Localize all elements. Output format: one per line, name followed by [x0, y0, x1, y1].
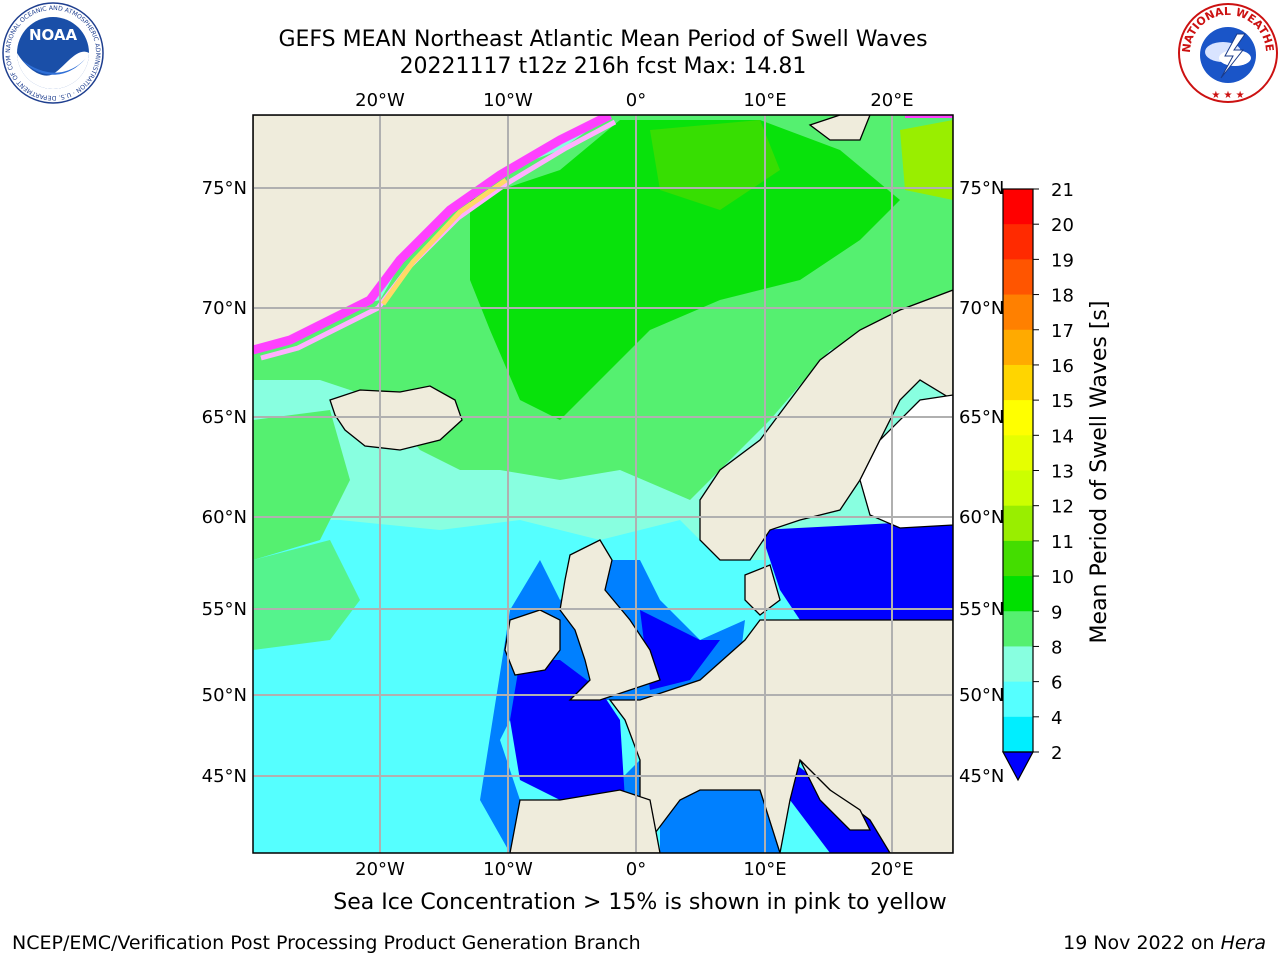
lat-label-left: 65°N: [202, 407, 247, 428]
lat-label-left: 70°N: [202, 298, 247, 319]
colorbar-segment: [1003, 716, 1033, 753]
lon-label-top: 0°: [626, 90, 646, 111]
lat-label-right: 60°N: [959, 507, 1004, 528]
lat-label-right: 55°N: [959, 599, 1004, 620]
colorbar-tick-label: 15: [1051, 391, 1074, 412]
colorbar-tick-label: 21: [1051, 180, 1074, 201]
colorbar-tick-label: 12: [1051, 497, 1074, 518]
lat-label-right: 75°N: [959, 178, 1004, 199]
colorbar-tick-label: 13: [1051, 462, 1074, 483]
colorbar-segment: [1003, 259, 1033, 296]
colorbar-tick-label: 18: [1051, 286, 1074, 307]
lat-label-left: 45°N: [202, 766, 247, 787]
colorbar-tick-label: 2: [1051, 743, 1062, 764]
colorbar-segment: [1003, 681, 1033, 718]
chart-subtitle: 20221117 t12z 216h fcst Max: 14.81: [399, 54, 807, 79]
colorbar-tick-label: 8: [1051, 637, 1062, 658]
colorbar-tick-label: 9: [1051, 602, 1062, 623]
colorbar-tick-label: 14: [1051, 426, 1074, 447]
sea-ice-note: Sea Ice Concentration > 15% is shown in …: [333, 890, 947, 915]
colorbar-segment: [1003, 576, 1033, 612]
lat-label-right: 50°N: [959, 685, 1004, 706]
branch-credit: NCEP/EMC/Verification Post Processing Pr…: [12, 932, 641, 954]
colorbar-tick-label: 10: [1051, 567, 1074, 588]
svg-text:NOAA: NOAA: [29, 26, 78, 44]
colorbar-tick-label: 20: [1051, 215, 1074, 236]
colorbar-tick-label: 17: [1051, 321, 1074, 342]
noaa-logo: NATIONAL OCEANIC AND ATMOSPHERIC ADMINIS…: [2, 2, 104, 104]
colorbar-label: Mean Period of Swell Waves [s]: [1087, 301, 1112, 644]
colorbar-segment: [1003, 646, 1033, 683]
chart-title: GEFS MEAN Northeast Atlantic Mean Period…: [278, 27, 928, 52]
lat-label-left: 60°N: [202, 507, 247, 528]
colorbar-tick-label: 4: [1051, 708, 1062, 729]
lon-label-bottom: 10°W: [483, 859, 533, 880]
colorbar-segment: [1003, 435, 1033, 471]
lon-label-bottom: 20°W: [355, 859, 405, 880]
lon-label-top: 20°W: [355, 90, 405, 111]
colorbar-segment: [1003, 540, 1033, 577]
svg-text:★ ★ ★: ★ ★ ★: [1211, 90, 1244, 101]
colorbar-segment: [1003, 400, 1033, 436]
colorbar-tick-label: 19: [1051, 250, 1074, 271]
colorbar-segment: [1003, 470, 1033, 507]
lat-label-left: 55°N: [202, 599, 247, 620]
colorbar-segment: [1003, 224, 1033, 260]
colorbar: 21 20 19 18 17 16 15 14 13 12 11 10 9 8 6 4 2: [1001, 180, 1074, 782]
run-date-text: 19 Nov 2022 on: [1063, 932, 1215, 954]
lon-label-top: 20°E: [870, 90, 913, 111]
colorbar-extension: [1001, 751, 1035, 782]
lon-label-top: 10°W: [483, 90, 533, 111]
lon-label-top: 10°E: [743, 90, 786, 111]
lon-label-bottom: 10°E: [743, 859, 786, 880]
colorbar-tick-label: 11: [1051, 532, 1074, 553]
host-name: Hera: [1220, 932, 1266, 954]
lat-label-right: 65°N: [959, 407, 1004, 428]
lat-label-right: 45°N: [959, 766, 1004, 787]
colorbar-segment: [1003, 611, 1033, 647]
lat-label-left: 50°N: [202, 685, 247, 706]
colorbar-segment: [1003, 329, 1033, 366]
colorbar-segment: [1003, 294, 1033, 331]
lon-label-bottom: 0°: [626, 859, 646, 880]
lat-label-right: 70°N: [959, 298, 1004, 319]
lon-label-bottom: 20°E: [870, 859, 913, 880]
colorbar-tick-label: 16: [1051, 356, 1074, 377]
colorbar-segment: [1003, 189, 1033, 225]
colorbar-segment: [1003, 505, 1033, 542]
colorbar-segment: [1003, 364, 1033, 401]
lat-label-left: 75°N: [202, 178, 247, 199]
colorbar-tick-label: 6: [1051, 673, 1062, 694]
map-frame: [252, 114, 954, 854]
nws-logo: NATIONAL WEATHER SERVICE ★ ★ ★: [1177, 2, 1278, 103]
run-date: 19 Nov 2022 on Hera: [1063, 932, 1266, 954]
